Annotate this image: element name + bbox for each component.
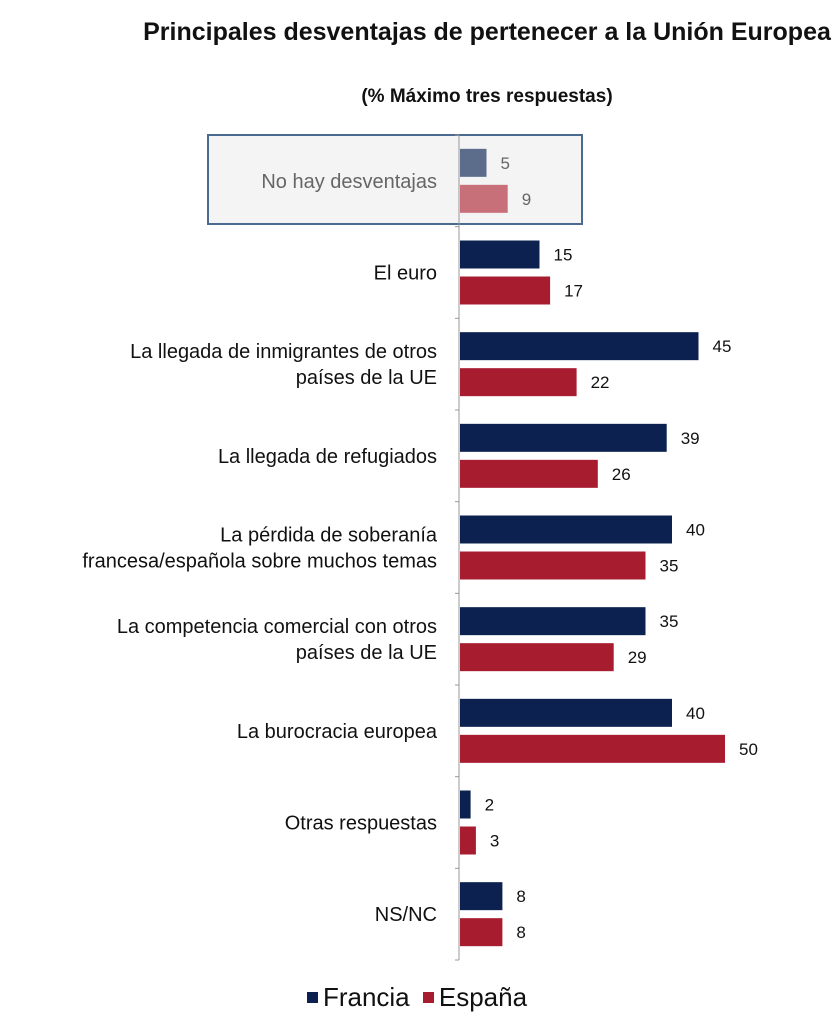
bar-francia xyxy=(460,515,672,544)
data-label: 22 xyxy=(591,373,610,392)
bar-espana xyxy=(460,643,614,672)
data-label: 39 xyxy=(681,429,700,448)
bar-espana xyxy=(460,459,598,488)
category-label: La burocracia europea xyxy=(237,721,438,743)
legend-label-francia: Francia xyxy=(322,982,410,1012)
data-label: 5 xyxy=(501,154,510,173)
data-label: 8 xyxy=(516,887,525,906)
bar-francia xyxy=(460,698,672,727)
bar-francia xyxy=(460,882,503,911)
data-label: 29 xyxy=(628,648,647,667)
highlight-box xyxy=(207,134,583,225)
data-label: 9 xyxy=(522,190,531,209)
bar-chart: No hay desventajas 59 El euro 15 17 La llegad… xyxy=(82,134,758,961)
legend-item-francia: Francia xyxy=(306,982,410,1012)
legend: Francia España xyxy=(0,982,834,1012)
category-label: La competencia comercial con otros países… xyxy=(117,616,437,664)
category-label: La llegada de refugiados xyxy=(218,446,437,468)
legend-swatch-francia xyxy=(306,992,318,1003)
data-label: 50 xyxy=(739,740,758,759)
bar-espana xyxy=(460,826,476,855)
data-label: 15 xyxy=(554,246,573,265)
bar-francia xyxy=(460,423,667,452)
bar-francia xyxy=(460,240,540,269)
category-label: La pérdida de soberanía francesa/española… xyxy=(82,525,438,573)
bar-espana xyxy=(460,918,503,947)
data-label: 35 xyxy=(660,612,679,631)
data-label: 3 xyxy=(490,832,499,851)
data-label: 40 xyxy=(686,704,705,723)
data-label: 45 xyxy=(713,337,732,356)
bar-espana xyxy=(460,551,646,580)
chart-subtitle: (% Máximo tres respuestas) xyxy=(361,86,613,107)
bar-espana xyxy=(460,734,725,763)
data-label: 17 xyxy=(564,282,583,301)
bar-francia xyxy=(460,607,646,636)
data-label: 8 xyxy=(516,923,525,942)
category-label: NS/NC xyxy=(375,904,437,926)
legend-label-espana: España xyxy=(438,982,528,1012)
category-label: Otras respuestas xyxy=(285,813,437,835)
data-label: 40 xyxy=(686,521,705,540)
bar-francia xyxy=(460,332,699,361)
bar-espana xyxy=(460,184,508,213)
bar-francia xyxy=(460,148,487,177)
data-label: 2 xyxy=(485,796,494,815)
bar-espana xyxy=(460,368,577,397)
legend-swatch-espana xyxy=(422,992,434,1003)
category-label: La llegada de inmigrantes de otros países… xyxy=(130,341,437,389)
bar-francia xyxy=(460,790,471,819)
legend-item-espana: España xyxy=(422,982,528,1012)
data-label: 26 xyxy=(612,465,631,484)
chart-title: Principales desventajas de pertenecer a … xyxy=(143,18,831,46)
category-label: El euro xyxy=(374,263,437,285)
category-label: No hay desventajas xyxy=(261,171,437,193)
bar-espana xyxy=(460,276,551,305)
data-label: 35 xyxy=(660,557,679,576)
